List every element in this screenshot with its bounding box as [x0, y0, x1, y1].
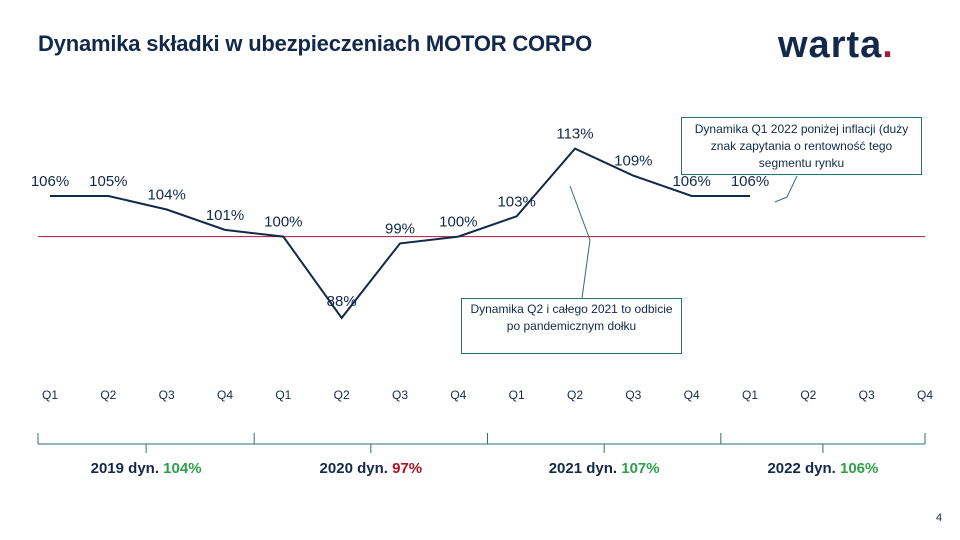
- year-summary-value: 104%: [163, 460, 202, 477]
- data-label: 88%: [327, 293, 357, 310]
- premium-dynamics-line: [50, 147, 750, 320]
- x-tick-label: Q2: [567, 388, 583, 402]
- data-label: 105%: [89, 173, 127, 190]
- year-summary: 2022 dyn. 106%: [767, 460, 878, 477]
- data-label: 100%: [439, 214, 477, 231]
- logo-dot: .: [882, 24, 894, 66]
- data-label: 104%: [147, 187, 185, 204]
- logo-text: warta: [778, 24, 883, 66]
- x-tick-label: Q3: [392, 388, 408, 402]
- x-tick-label: Q4: [450, 388, 466, 402]
- warta-logo: warta.: [778, 26, 894, 64]
- x-tick-label: Q2: [334, 388, 350, 402]
- annotation-q1-2022: Dynamika Q1 2022 poniżej inflacji (duży …: [681, 117, 922, 175]
- page-title: Dynamika składki w ubezpieczeniach MOTOR…: [38, 31, 593, 56]
- data-label: 106%: [672, 173, 710, 190]
- data-label: 103%: [497, 193, 535, 210]
- x-tick-label: Q2: [100, 388, 116, 402]
- data-label: 109%: [614, 153, 652, 170]
- data-label: 106%: [31, 173, 69, 190]
- data-label: 106%: [731, 173, 769, 190]
- x-tick-label: Q4: [684, 388, 700, 402]
- year-summary-value: 107%: [621, 460, 660, 477]
- data-label: 100%: [264, 214, 302, 231]
- annotation-leader-2022: [774, 175, 798, 203]
- year-summary: 2021 dyn. 107%: [549, 460, 660, 477]
- year-summary-value: 106%: [839, 460, 879, 477]
- x-tick-label: Q3: [859, 388, 875, 402]
- x-tick-label: Q4: [217, 388, 233, 402]
- year-summary-value: 97%: [392, 460, 423, 477]
- x-tick-label: Q3: [159, 388, 175, 402]
- x-tick-label: Q1: [742, 388, 758, 402]
- year-summary: 2019 dyn. 104%: [91, 460, 202, 477]
- year-summary-label: 2020 dyn.: [319, 460, 393, 477]
- x-tick-label: Q3: [625, 388, 641, 402]
- x-tick-label: Q2: [800, 388, 816, 402]
- year-summary-label: 2019 dyn.: [90, 460, 164, 477]
- data-label: 101%: [206, 207, 244, 224]
- year-summary-label: 2021 dyn.: [548, 460, 622, 477]
- year-summary: 2020 dyn. 97%: [320, 460, 423, 477]
- year-summary-label: 2022 dyn.: [767, 460, 840, 477]
- data-label: 99%: [385, 220, 415, 237]
- x-tick-label: Q1: [42, 388, 58, 402]
- annotation-leader-2021: [569, 185, 591, 299]
- x-tick-label: Q4: [917, 388, 933, 402]
- x-tick-label: Q1: [509, 388, 525, 402]
- page-number: 4: [936, 512, 943, 524]
- x-tick-label: Q1: [275, 388, 291, 402]
- data-label: 113%: [556, 126, 593, 143]
- annotation-q2-2021: Dynamika Q2 i całego 2021 to odbicie po …: [461, 298, 682, 354]
